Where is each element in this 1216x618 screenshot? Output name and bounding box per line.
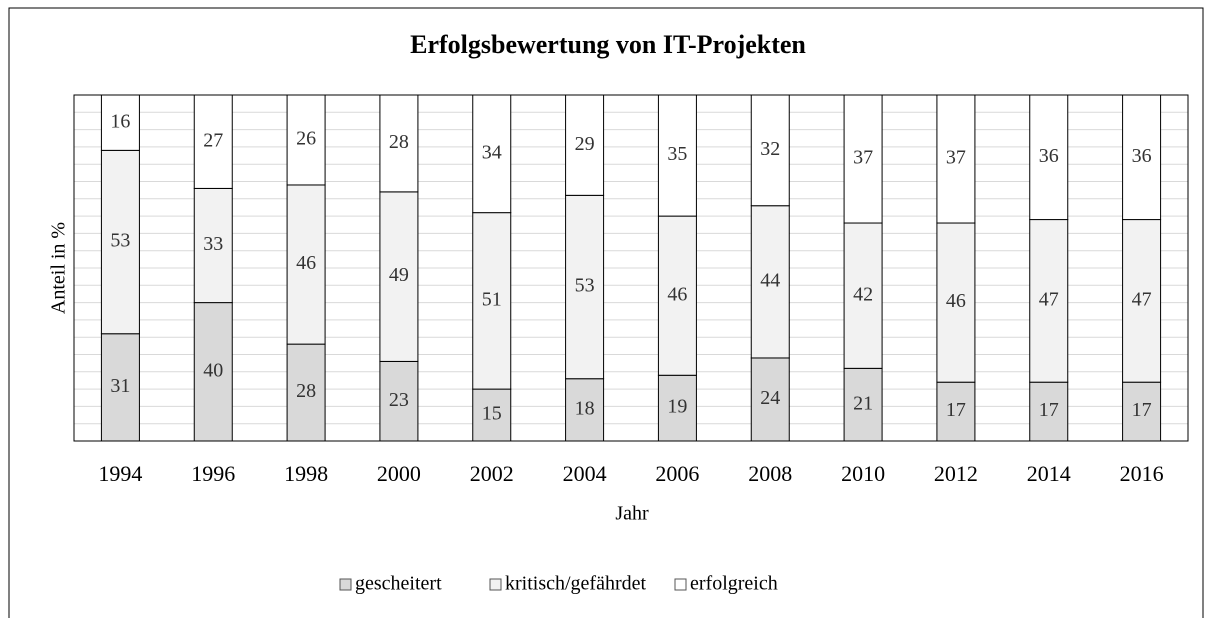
data-label: 35 xyxy=(667,143,687,165)
x-tick-label: 2016 xyxy=(1120,461,1164,486)
plot-frame xyxy=(73,94,1189,442)
data-label: 17 xyxy=(1132,399,1152,421)
data-label: 28 xyxy=(389,131,409,153)
data-label: 46 xyxy=(946,290,966,312)
data-label: 47 xyxy=(1039,288,1059,310)
bar-segment xyxy=(472,212,512,390)
x-tick-label: 2010 xyxy=(841,461,885,486)
bar-segment xyxy=(379,191,419,362)
x-tick-label: 1998 xyxy=(284,461,328,486)
x-tick-label: 2000 xyxy=(377,461,421,486)
x-tick-label: 2014 xyxy=(1027,461,1071,486)
data-label: 42 xyxy=(853,283,873,305)
x-tick-label: 2002 xyxy=(470,461,514,486)
legend-swatch xyxy=(489,578,502,591)
bar-segment xyxy=(100,94,140,151)
data-label: 53 xyxy=(110,230,130,252)
data-label: 37 xyxy=(853,147,873,169)
bar-segment xyxy=(1029,219,1069,383)
bar-segment xyxy=(936,94,976,224)
bar-segment xyxy=(843,222,883,369)
data-label: 36 xyxy=(1132,145,1152,167)
x-tick-label: 2008 xyxy=(748,461,792,486)
data-label: 37 xyxy=(946,147,966,169)
bar-segment xyxy=(750,357,790,442)
bar-segment xyxy=(843,367,883,442)
chart-title: Erfolgsbewertung von IT-Projekten xyxy=(410,30,806,59)
bar-segment xyxy=(193,302,233,442)
bar-segment xyxy=(472,94,512,214)
data-label: 44 xyxy=(760,269,780,291)
legend-label: kritisch/gefährdet xyxy=(505,573,646,595)
data-label: 27 xyxy=(203,129,223,151)
data-label: 49 xyxy=(389,264,409,286)
legend-label: gescheitert xyxy=(355,573,442,595)
bar-segment xyxy=(193,94,233,189)
data-label: 29 xyxy=(575,133,595,155)
bar-segment xyxy=(1122,219,1162,383)
bar-segment xyxy=(286,184,326,345)
data-label: 23 xyxy=(389,389,409,411)
bar-segment xyxy=(379,94,419,193)
x-tick-label: 1996 xyxy=(191,461,235,486)
data-label: 53 xyxy=(575,275,595,297)
data-label: 31 xyxy=(110,375,130,397)
bar-segment xyxy=(1029,94,1069,221)
data-label: 34 xyxy=(482,141,502,163)
data-label: 51 xyxy=(482,288,502,310)
data-label: 33 xyxy=(203,233,223,255)
data-label: 15 xyxy=(482,403,502,425)
bar-segment xyxy=(657,94,697,217)
chart-border xyxy=(8,7,1204,618)
data-label: 21 xyxy=(853,392,873,414)
data-label: 46 xyxy=(296,252,316,274)
bar-segment xyxy=(379,360,419,442)
y-axis-label: Anteil in % xyxy=(48,222,70,314)
bar-segment xyxy=(1029,381,1069,442)
bar-segment xyxy=(193,187,233,304)
bar-segment xyxy=(657,374,697,442)
data-label: 46 xyxy=(667,283,687,305)
bar-segment xyxy=(843,94,883,224)
x-tick-label: 2012 xyxy=(934,461,978,486)
data-label: 24 xyxy=(760,387,780,409)
data-label: 32 xyxy=(760,138,780,160)
data-label: 18 xyxy=(575,397,595,419)
x-tick-label: 2004 xyxy=(563,461,607,486)
bar-segment xyxy=(750,205,790,359)
bar-segment xyxy=(472,388,512,442)
data-label: 19 xyxy=(667,396,687,418)
data-label: 36 xyxy=(1039,145,1059,167)
bar-segment xyxy=(565,194,605,380)
bar-segment xyxy=(565,378,605,442)
x-axis-label: Jahr xyxy=(615,503,649,525)
bar-segment xyxy=(565,94,605,196)
bar-segment xyxy=(936,222,976,383)
legend-label: erfolgreich xyxy=(690,573,778,595)
legend-swatch xyxy=(674,578,687,591)
data-label: 17 xyxy=(1039,399,1059,421)
x-tick-label: 1994 xyxy=(98,461,142,486)
data-label: 47 xyxy=(1132,288,1152,310)
data-label: 40 xyxy=(203,359,223,381)
data-label: 28 xyxy=(296,380,316,402)
bar-segment xyxy=(286,94,326,186)
bar-segment xyxy=(657,215,697,376)
data-label: 16 xyxy=(110,110,130,132)
data-label: 17 xyxy=(946,399,966,421)
bar-segment xyxy=(750,94,790,207)
bar-segment xyxy=(1122,94,1162,221)
bar-segment xyxy=(936,381,976,442)
legend-swatch xyxy=(339,578,352,591)
data-label: 26 xyxy=(296,128,316,150)
x-tick-label: 2006 xyxy=(655,461,699,486)
